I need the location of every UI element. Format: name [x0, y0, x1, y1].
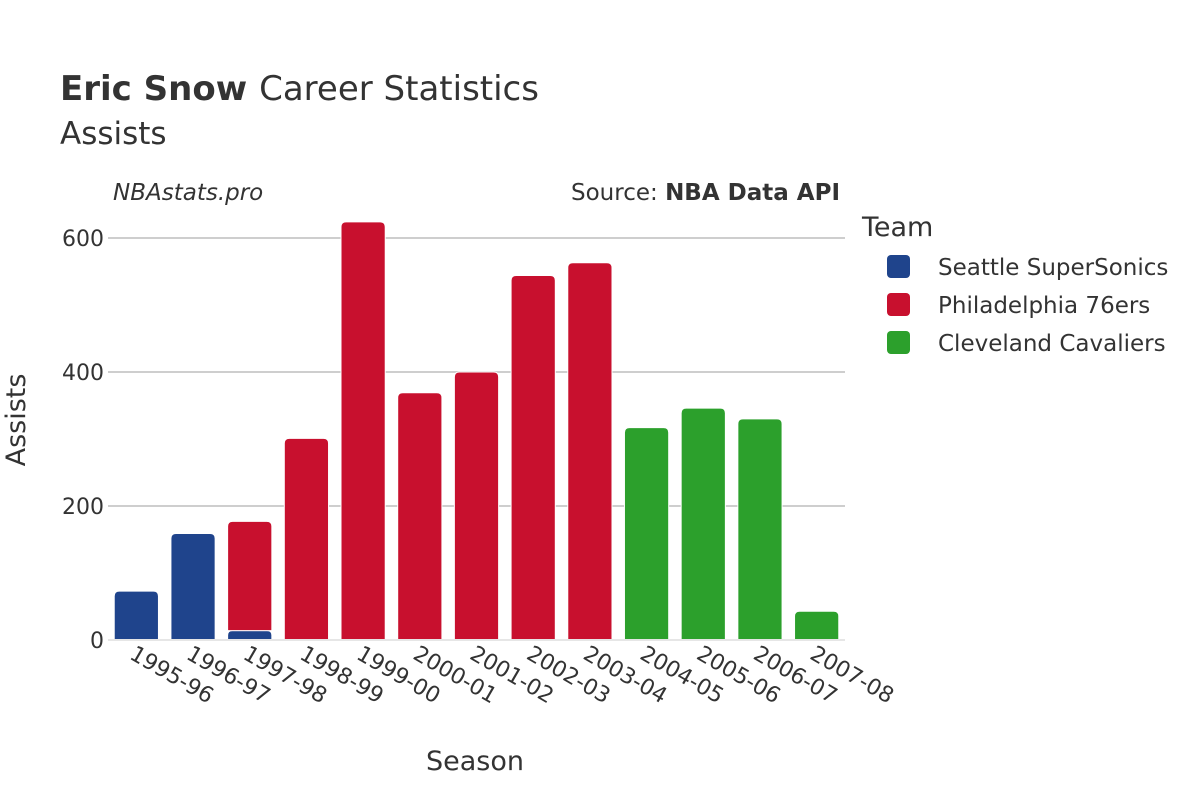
legend-title: Team — [861, 212, 933, 243]
bar-2003-04-philadelphia-76ers — [567, 262, 613, 641]
bars — [108, 221, 845, 641]
player-name: Eric Snow — [60, 69, 247, 109]
y-tick-label: 400 — [62, 361, 104, 386]
bar-2000-01-philadelphia-76ers — [397, 392, 443, 641]
legend-swatch — [887, 293, 910, 316]
legend-swatch — [887, 331, 910, 354]
bar-2006-07-cleveland-cavaliers — [737, 418, 783, 641]
bar-2007-08-cleveland-cavaliers — [794, 610, 840, 641]
legend-label: Philadelphia 76ers — [938, 293, 1150, 319]
bar-2005-06-cleveland-cavaliers — [680, 407, 726, 641]
legend-label: Cleveland Cavaliers — [938, 331, 1166, 357]
bar-1997-98-seattle-supersonics — [227, 630, 273, 641]
x-axis-title: Season — [426, 746, 524, 777]
y-tick-labels: 0 200 400 600 — [62, 227, 104, 654]
bar-2001-02-philadelphia-76ers — [453, 371, 500, 641]
bar-1999-00-philadelphia-76ers — [340, 221, 386, 641]
bar-1998-99-philadelphia-76ers — [283, 437, 330, 641]
legend: Team Seattle SuperSonics Philadelphia 76e… — [861, 212, 1168, 357]
y-tick-label: 600 — [62, 227, 104, 252]
source-prefix: Source: — [571, 180, 665, 206]
chart-title: Eric Snow Career Statistics — [60, 69, 539, 109]
y-tick-label: 0 — [90, 629, 104, 654]
y-tick-label: 200 — [62, 495, 104, 520]
source-credit: Source: NBA Data API — [571, 180, 840, 206]
chart-subtitle: Assists — [60, 116, 167, 152]
bar-1997-98-philadelphia-76ers — [227, 520, 273, 632]
legend-label: Seattle SuperSonics — [938, 255, 1168, 281]
site-credit: NBAstats.pro — [113, 180, 263, 206]
bar-1995-96-seattle-supersonics — [113, 590, 159, 641]
bar-2002-03-philadelphia-76ers — [510, 275, 556, 641]
y-axis-title: Assists — [1, 374, 32, 467]
x-tick-labels: 1995-961996-971997-981998-991999-002000-… — [125, 642, 897, 710]
title-rest: Career Statistics — [259, 69, 539, 109]
bar-1996-97-seattle-supersonics — [170, 532, 216, 641]
source-name: NBA Data API — [665, 180, 840, 206]
bar-2004-05-cleveland-cavaliers — [623, 427, 670, 641]
legend-swatch — [887, 255, 910, 278]
